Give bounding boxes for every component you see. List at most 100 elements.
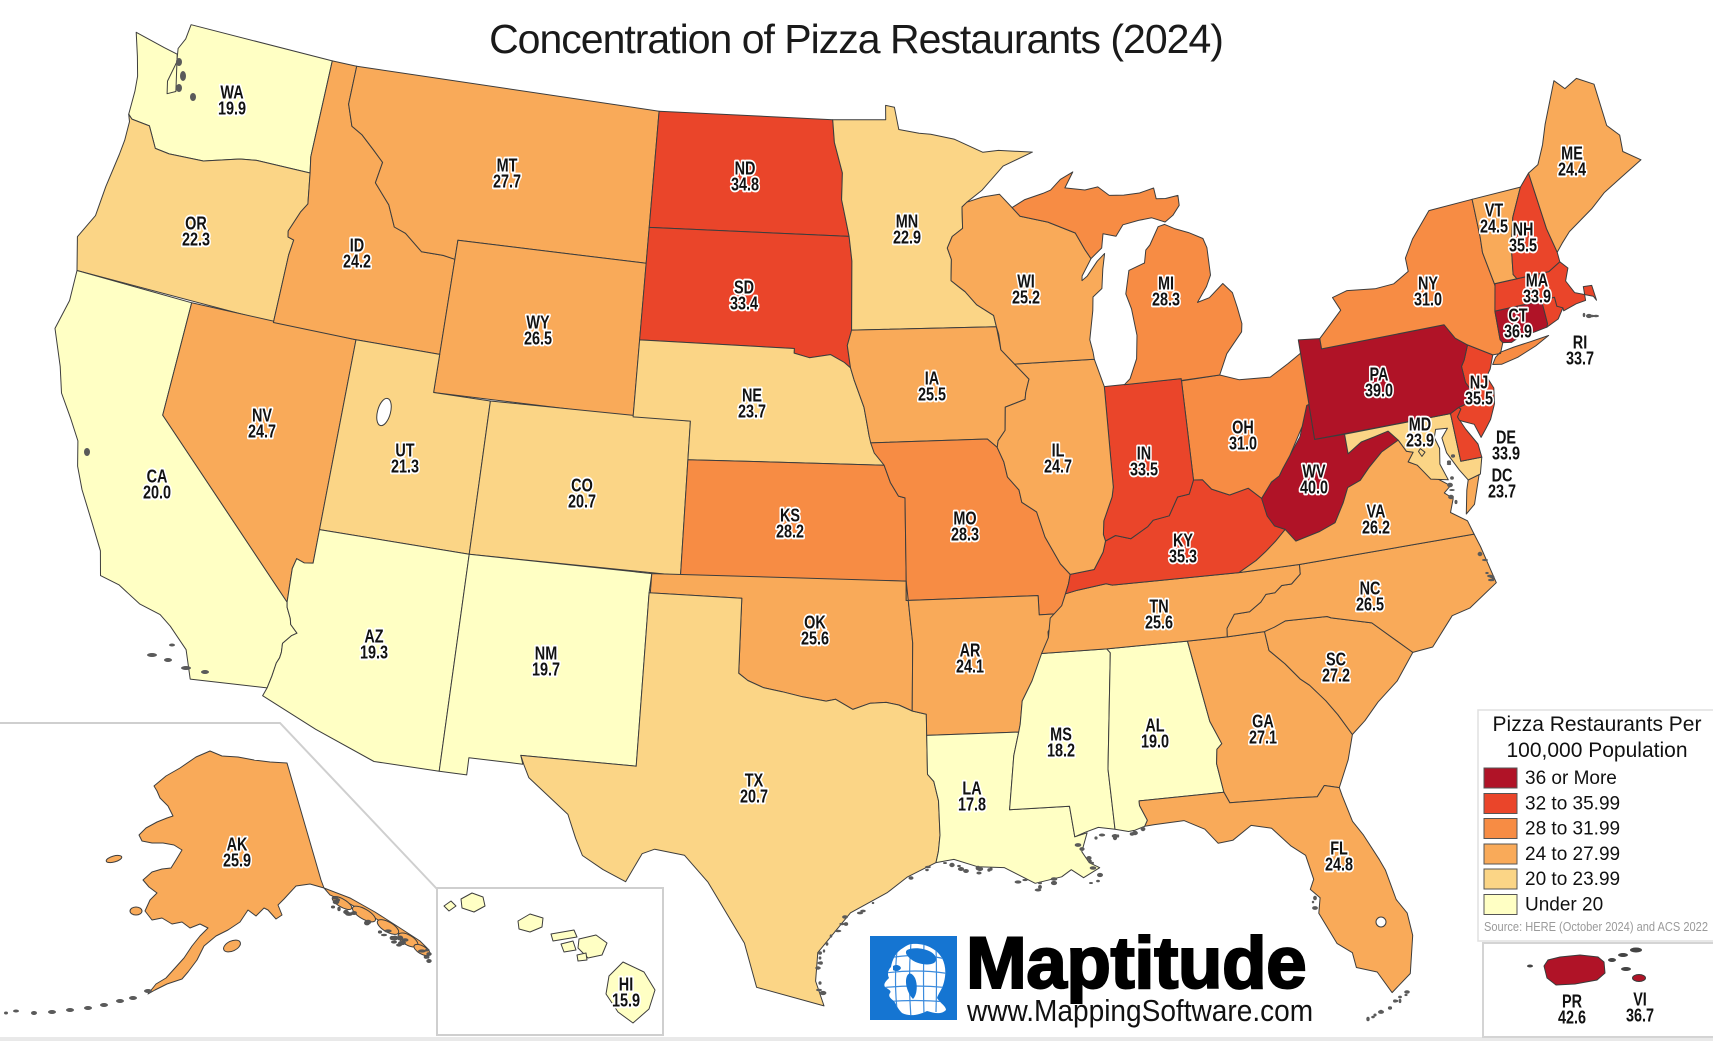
svg-text:35.5: 35.5 xyxy=(1465,388,1493,409)
svg-text:OH: OH xyxy=(1232,417,1254,438)
svg-text:WV: WV xyxy=(1302,461,1325,482)
svg-text:27.1: 27.1 xyxy=(1249,727,1277,748)
svg-text:KY: KY xyxy=(1173,530,1193,551)
svg-text:20.7: 20.7 xyxy=(568,491,596,512)
svg-text:20.0: 20.0 xyxy=(143,482,171,503)
svg-text:AZ: AZ xyxy=(364,626,383,647)
svg-text:42.6: 42.6 xyxy=(1558,1007,1586,1028)
svg-text:23.9: 23.9 xyxy=(1406,430,1434,451)
svg-text:19.0: 19.0 xyxy=(1141,731,1169,752)
svg-text:Concentration of Pizza Restaur: Concentration of Pizza Restaurants (2024… xyxy=(489,16,1223,62)
svg-text:DE: DE xyxy=(1496,427,1516,448)
svg-text:ME: ME xyxy=(1561,143,1583,164)
svg-text:28.2: 28.2 xyxy=(776,521,804,542)
svg-text:40.0: 40.0 xyxy=(1300,477,1328,498)
svg-text:20 to 23.99: 20 to 23.99 xyxy=(1525,869,1620,890)
svg-text:26.5: 26.5 xyxy=(524,328,552,349)
svg-text:PA: PA xyxy=(1370,364,1389,385)
svg-text:27.2: 27.2 xyxy=(1322,665,1350,686)
svg-text:33.9: 33.9 xyxy=(1492,443,1520,464)
svg-text:24.4: 24.4 xyxy=(1558,159,1587,180)
svg-text:Pizza Restaurants Per: Pizza Restaurants Per xyxy=(1493,713,1702,736)
svg-text:IL: IL xyxy=(1052,440,1065,461)
svg-text:36 or More: 36 or More xyxy=(1525,768,1617,789)
svg-text:28.3: 28.3 xyxy=(1152,289,1180,310)
svg-text:Source: HERE (October 2024) an: Source: HERE (October 2024) and ACS 2022 xyxy=(1484,920,1708,934)
svg-text:VA: VA xyxy=(1367,501,1386,522)
svg-text:31.0: 31.0 xyxy=(1414,289,1442,310)
svg-text:33.7: 33.7 xyxy=(1566,348,1594,369)
svg-text:39.0: 39.0 xyxy=(1365,380,1393,401)
svg-text:CO: CO xyxy=(571,475,593,496)
svg-text:WY: WY xyxy=(526,312,549,333)
svg-text:31.0: 31.0 xyxy=(1229,433,1257,454)
svg-text:www.MappingSoftware.com: www.MappingSoftware.com xyxy=(966,994,1313,1028)
svg-text:Maptitude: Maptitude xyxy=(966,923,1306,1004)
svg-text:24.7: 24.7 xyxy=(1044,456,1072,477)
svg-text:IA: IA xyxy=(925,368,939,389)
svg-text:NY: NY xyxy=(1418,273,1438,294)
svg-text:35.3: 35.3 xyxy=(1169,546,1197,567)
svg-text:TN: TN xyxy=(1149,596,1168,617)
svg-text:27.7: 27.7 xyxy=(493,171,521,192)
svg-text:28.3: 28.3 xyxy=(951,524,979,545)
svg-text:18.2: 18.2 xyxy=(1047,740,1075,761)
svg-text:36.7: 36.7 xyxy=(1626,1005,1654,1026)
svg-text:VT: VT xyxy=(1485,200,1503,221)
svg-text:VI: VI xyxy=(1633,989,1647,1010)
svg-text:NE: NE xyxy=(742,385,762,406)
svg-text:DC: DC xyxy=(1492,465,1513,486)
svg-text:22.3: 22.3 xyxy=(182,229,210,250)
svg-text:RI: RI xyxy=(1573,332,1587,353)
svg-text:PR: PR xyxy=(1562,991,1582,1012)
svg-text:AL: AL xyxy=(1145,715,1164,736)
svg-text:24 to 27.99: 24 to 27.99 xyxy=(1525,844,1620,865)
svg-text:22.9: 22.9 xyxy=(893,227,921,248)
svg-text:NM: NM xyxy=(535,643,557,664)
svg-text:23.7: 23.7 xyxy=(1488,481,1516,502)
svg-text:LA: LA xyxy=(962,778,981,799)
svg-text:UT: UT xyxy=(395,440,414,461)
svg-text:MS: MS xyxy=(1050,724,1072,745)
svg-text:25.6: 25.6 xyxy=(801,628,829,649)
svg-text:OK: OK xyxy=(804,612,826,633)
svg-text:KS: KS xyxy=(780,505,800,526)
svg-text:24.1: 24.1 xyxy=(956,656,984,677)
svg-text:26.5: 26.5 xyxy=(1356,594,1384,615)
svg-text:15.9: 15.9 xyxy=(612,990,640,1011)
svg-text:25.2: 25.2 xyxy=(1012,287,1040,308)
svg-text:GA: GA xyxy=(1252,711,1274,732)
svg-text:21.3: 21.3 xyxy=(391,456,419,477)
svg-text:24.8: 24.8 xyxy=(1325,854,1353,875)
svg-text:25.6: 25.6 xyxy=(1145,612,1173,633)
svg-text:Under 20: Under 20 xyxy=(1525,895,1603,916)
svg-text:23.7: 23.7 xyxy=(738,401,766,422)
svg-text:35.5: 35.5 xyxy=(1509,235,1537,256)
svg-text:MD: MD xyxy=(1409,414,1431,435)
svg-text:HI: HI xyxy=(619,974,633,995)
svg-text:MI: MI xyxy=(1158,273,1174,294)
svg-text:SC: SC xyxy=(1326,649,1346,670)
svg-text:20.7: 20.7 xyxy=(740,786,768,807)
svg-text:28 to 31.99: 28 to 31.99 xyxy=(1525,819,1620,840)
svg-text:CT: CT xyxy=(1508,305,1527,326)
svg-text:MA: MA xyxy=(1526,270,1548,291)
svg-text:NJ: NJ xyxy=(1470,372,1488,393)
svg-text:36.9: 36.9 xyxy=(1504,321,1532,342)
svg-text:MO: MO xyxy=(953,508,976,529)
svg-text:19.7: 19.7 xyxy=(532,659,560,680)
svg-text:100,000 Population: 100,000 Population xyxy=(1507,739,1688,762)
svg-text:32 to 35.99: 32 to 35.99 xyxy=(1525,794,1620,815)
svg-text:NC: NC xyxy=(1360,578,1381,599)
svg-text:SD: SD xyxy=(734,277,754,298)
svg-text:26.2: 26.2 xyxy=(1362,517,1390,538)
svg-text:25.9: 25.9 xyxy=(223,850,251,871)
svg-text:34.8: 34.8 xyxy=(731,174,759,195)
svg-text:NH: NH xyxy=(1513,219,1534,240)
svg-text:24.5: 24.5 xyxy=(1480,216,1508,237)
svg-text:ND: ND xyxy=(735,158,756,179)
svg-text:NV: NV xyxy=(252,405,272,426)
svg-text:CA: CA xyxy=(147,466,168,487)
svg-text:FL: FL xyxy=(1330,838,1348,859)
svg-text:25.5: 25.5 xyxy=(918,384,946,405)
